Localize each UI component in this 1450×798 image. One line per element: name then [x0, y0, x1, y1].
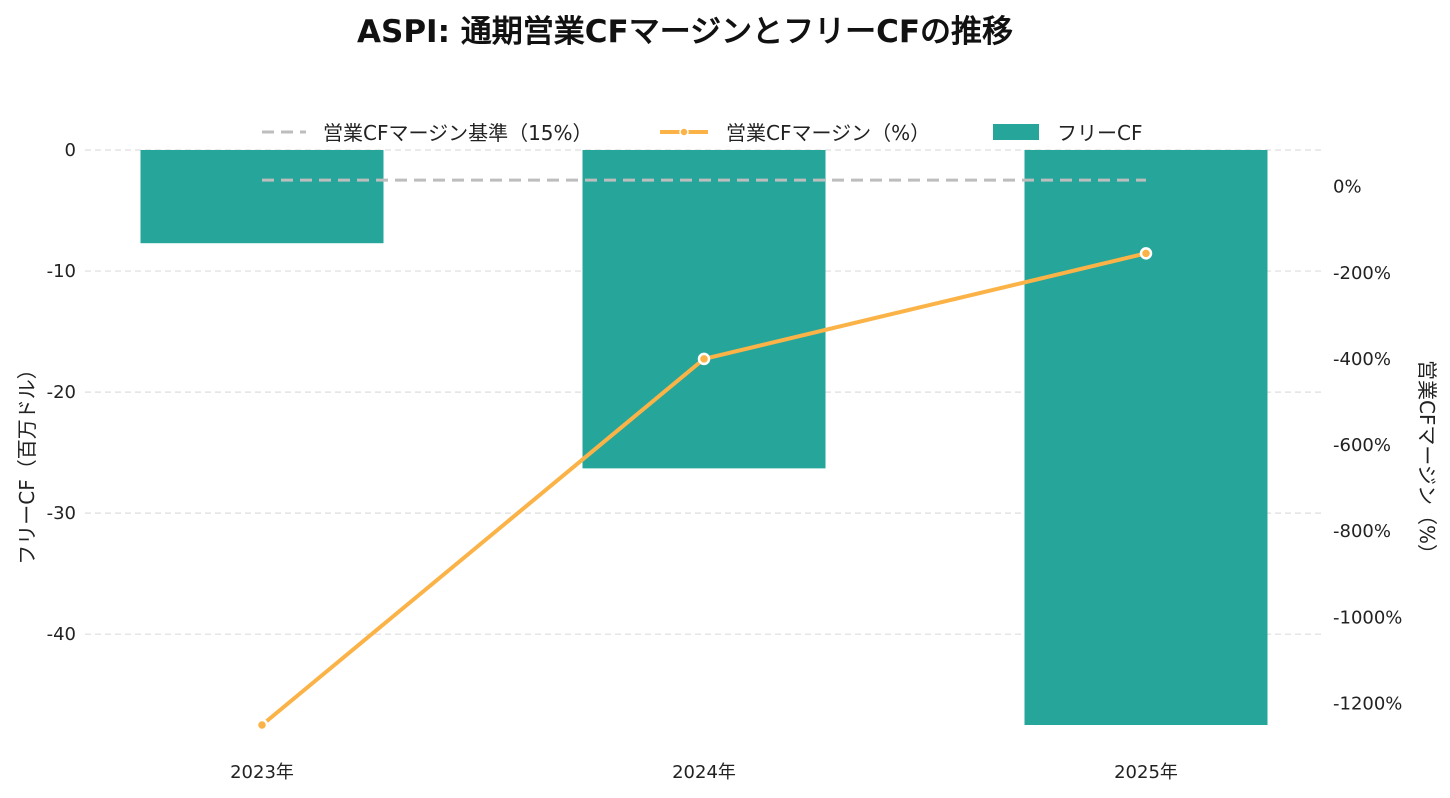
y-right-tick-label: 0% [1333, 177, 1362, 198]
y-left-tick-label: -30 [47, 503, 76, 524]
y-right-tick-label: -200% [1333, 263, 1391, 284]
y-right-tick-label: -1000% [1333, 607, 1402, 628]
chart-title: ASPI: 通期営業CFマージンとフリーCFの推移 [357, 14, 1013, 50]
legend-line-label: 営業CFマージン（%） [726, 121, 930, 145]
margin-point [1139, 247, 1153, 260]
y-right-label: 営業CFマージン（%） [1415, 360, 1439, 564]
y-right-tick-label: -600% [1333, 435, 1391, 456]
margin-line [255, 247, 1153, 732]
y-left-label: フリーCF（百万ドル） [15, 359, 39, 564]
left-axis-ticks: 0 -10 -20 -30 -40 [47, 140, 76, 645]
legend: 営業CFマージン基準（15%） 営業CFマージン（%） フリーCF [262, 121, 1142, 145]
bar [1024, 150, 1268, 725]
legend-bar-swatch [993, 124, 1039, 140]
y-right-tick-label: -800% [1333, 521, 1391, 542]
bar [140, 150, 384, 244]
y-left-tick-label: -40 [47, 624, 76, 645]
bars [140, 150, 1268, 725]
y-right-tick-label: -1200% [1333, 693, 1402, 714]
legend-line-marker [679, 127, 689, 137]
y-left-tick-label: -20 [47, 382, 76, 403]
bar [582, 150, 826, 469]
x-axis-ticks: 2023年 2024年 2025年 [230, 762, 1178, 783]
y-right-tick-label: -400% [1333, 349, 1391, 370]
y-left-tick-label: -10 [47, 261, 76, 282]
margin-point [697, 352, 711, 366]
x-tick-label: 2024年 [672, 762, 736, 783]
margin-point [255, 718, 269, 732]
x-tick-label: 2023年 [230, 762, 294, 783]
legend-bar-label: フリーCF [1057, 121, 1142, 145]
y-left-tick-label: 0 [65, 140, 76, 161]
right-axis-ticks: 0% -200% -400% -600% -800% -1000% -1200% [1333, 177, 1402, 715]
legend-reference-label: 営業CFマージン基準（15%） [323, 121, 593, 145]
x-tick-label: 2025年 [1114, 762, 1178, 783]
